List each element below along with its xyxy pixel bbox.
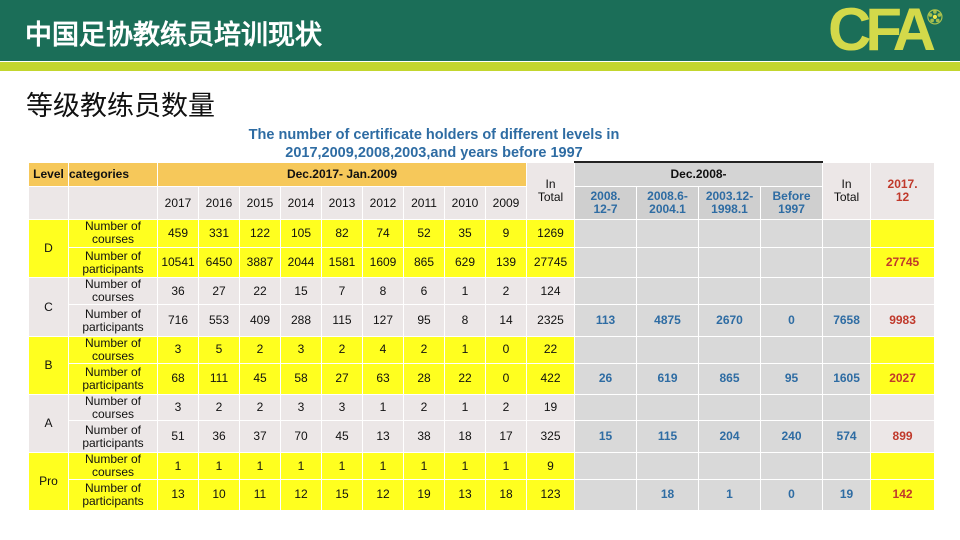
- svg-text:CFA: CFA: [828, 2, 935, 57]
